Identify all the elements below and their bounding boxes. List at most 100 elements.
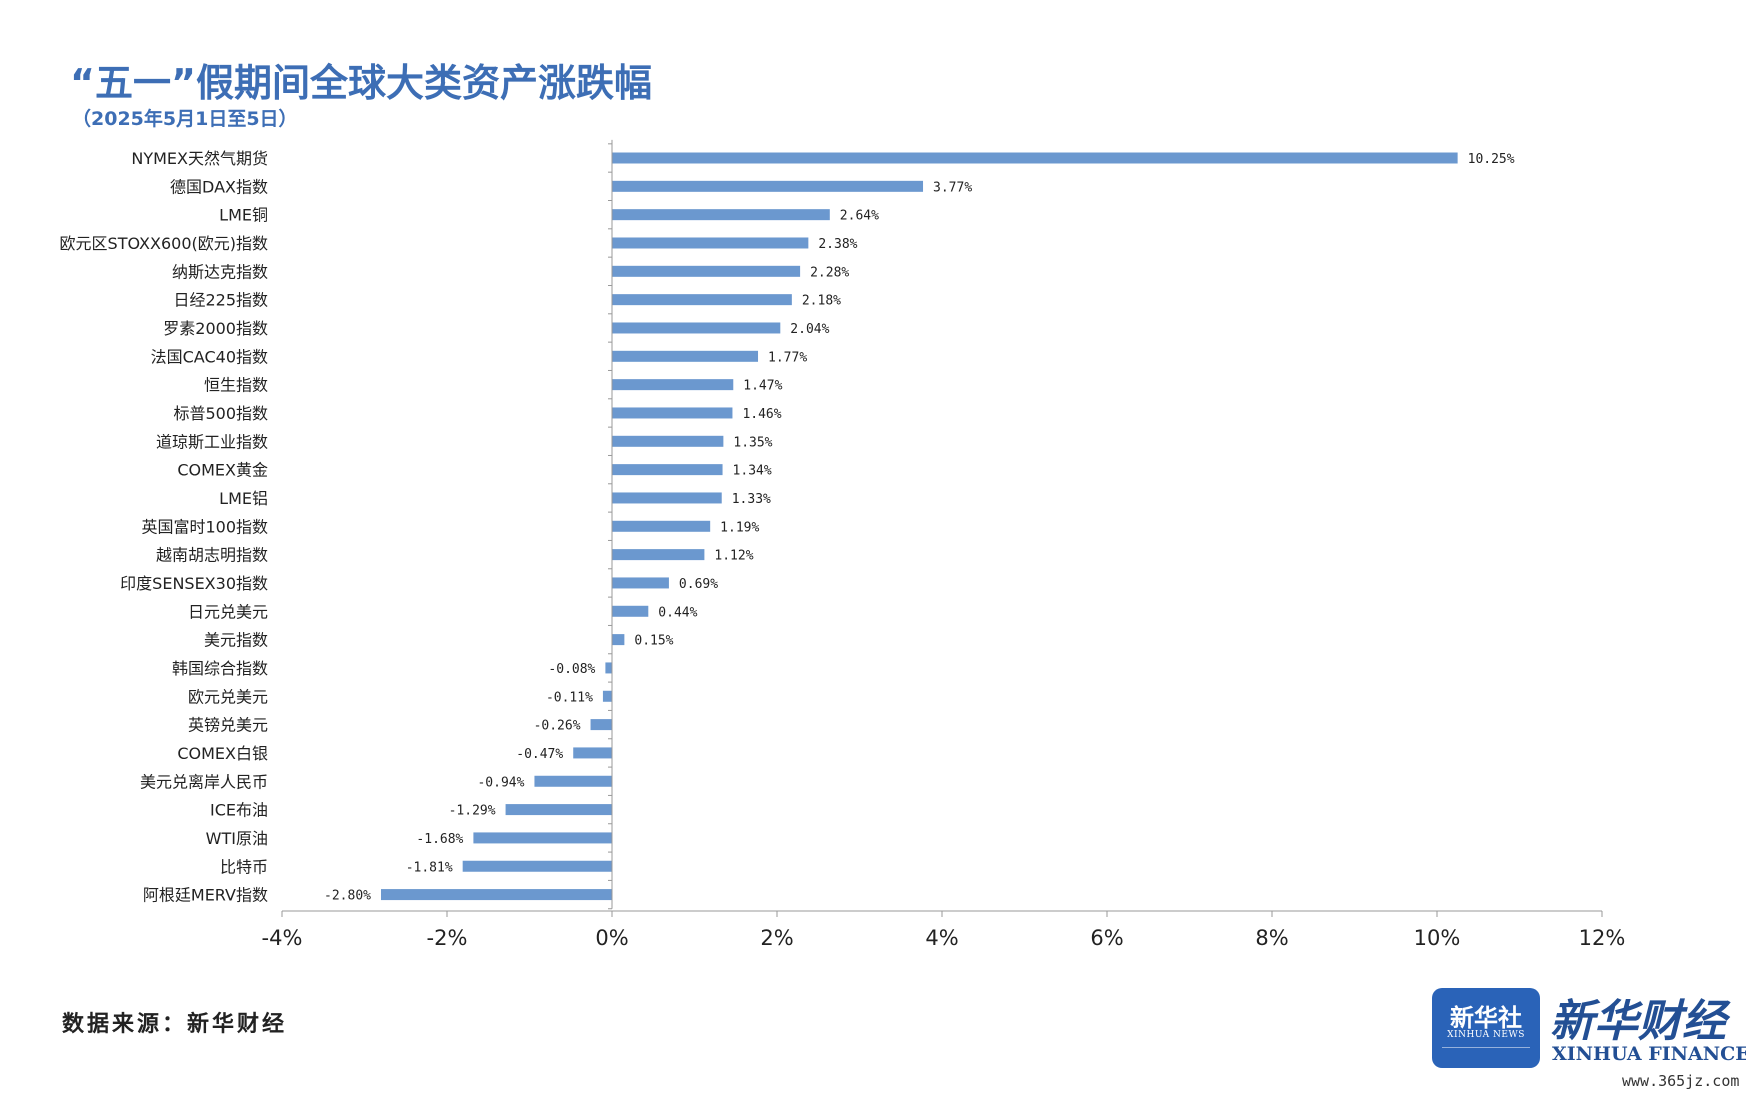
data-label: 1.77% [768, 350, 807, 365]
category-label: LME铝 [219, 489, 268, 508]
brand-name-cn: 新华财经 [1550, 996, 1726, 1047]
category-label: 欧元区STOXX600(欧元)指数 [60, 234, 268, 253]
data-label: -0.94% [477, 775, 524, 790]
bar [612, 605, 649, 617]
category-label: 道琼斯工业指数 [156, 432, 268, 451]
data-label: 2.28% [810, 265, 849, 280]
bar [612, 237, 809, 249]
bar [612, 152, 1458, 164]
category-label: 罗素2000指数 [163, 319, 268, 338]
data-label: -0.08% [548, 662, 595, 677]
bar [612, 209, 830, 221]
data-label: 0.15% [634, 634, 673, 649]
bar [590, 719, 612, 731]
data-label: 10.25% [1468, 152, 1515, 167]
data-label: 2.04% [790, 322, 829, 337]
x-tick-label: 2% [760, 926, 793, 950]
bar-chart: NYMEX天然气期货 10.25% 德国DAX指数 3.77% LME铜 2.64% 欧元区… [60, 139, 1626, 950]
bar [612, 464, 723, 476]
data-label: 2.38% [818, 237, 857, 252]
bar [381, 889, 612, 901]
x-tick-label: -2% [427, 926, 468, 950]
xinhua-news-logo: 新华社 XINHUA NEWS [1432, 988, 1540, 1068]
category-label: ICE布油 [210, 801, 268, 820]
data-label: -1.29% [449, 804, 496, 819]
category-label: 恒生指数 [204, 376, 268, 395]
category-label: 日经225指数 [173, 291, 268, 310]
bar [473, 832, 612, 844]
category-label: 标普500指数 [173, 404, 268, 423]
x-tick-label: 8% [1255, 926, 1288, 950]
category-label: 阿根廷MERV指数 [143, 886, 268, 905]
category-label: 印度SENSEX30指数 [120, 574, 268, 593]
bar [612, 379, 734, 391]
category-label: 欧元兑美元 [188, 687, 268, 706]
category-label: 比特币 [220, 857, 268, 876]
bar [612, 492, 722, 504]
bar [605, 662, 612, 674]
bar [462, 860, 612, 872]
data-label: -2.80% [324, 889, 371, 904]
x-tick-label: 6% [1090, 926, 1123, 950]
data-source: 数据来源：新华财经 [62, 1011, 288, 1037]
globe-net-icon [1442, 1047, 1530, 1062]
category-label: 美元指数 [204, 631, 268, 650]
bar [612, 520, 711, 532]
bar [612, 549, 705, 561]
logo-box-en-text: XINHUA NEWS [1447, 1030, 1525, 1040]
category-label: 德国DAX指数 [170, 177, 268, 196]
chart-subtitle: （2025年5月1日至5日） [72, 108, 298, 130]
category-label: LME铜 [219, 206, 268, 225]
x-tick-label: 0% [595, 926, 628, 950]
data-label: -0.11% [546, 690, 593, 705]
category-label: COMEX白银 [177, 744, 268, 763]
category-label: 英镑兑美元 [188, 716, 268, 735]
bar [505, 804, 612, 816]
category-label: 越南胡志明指数 [156, 546, 268, 565]
category-label: WTI原油 [206, 829, 268, 848]
category-label: 英国富时100指数 [141, 517, 268, 536]
bar [612, 294, 792, 306]
data-label: 2.64% [840, 209, 879, 224]
x-tick-label: 10% [1414, 926, 1461, 950]
data-label: 3.77% [933, 180, 972, 195]
category-label: COMEX黄金 [177, 461, 268, 480]
bar [612, 407, 733, 419]
bar [612, 322, 781, 334]
data-label: 1.19% [720, 520, 759, 535]
data-label: -1.81% [406, 860, 453, 875]
data-label: 1.47% [743, 379, 782, 394]
bar [602, 690, 612, 702]
bar [612, 180, 924, 192]
x-tick-label: 4% [925, 926, 958, 950]
data-label: 2.18% [802, 294, 841, 309]
x-tick-label: 12% [1579, 926, 1626, 950]
bar [612, 634, 625, 646]
data-label: 1.12% [714, 549, 753, 564]
data-label: 1.46% [742, 407, 781, 422]
category-label: 日元兑美元 [188, 602, 268, 621]
data-label: 0.69% [679, 577, 718, 592]
bar [612, 265, 801, 277]
data-label: 0.44% [658, 605, 697, 620]
data-label: -0.26% [534, 719, 581, 734]
bar [534, 775, 612, 787]
data-label: 1.33% [732, 492, 771, 507]
bar [573, 747, 612, 759]
watermark: www.365jz.com [1622, 1072, 1740, 1090]
data-label: -1.68% [416, 832, 463, 847]
bar [612, 577, 669, 589]
category-label: NYMEX天然气期货 [131, 149, 268, 168]
chart-title: “五一”假期间全球大类资产涨跌幅 [70, 61, 652, 105]
brand-name-en: XINHUA FINANCE [1552, 1043, 1746, 1065]
data-label: -0.47% [516, 747, 563, 762]
category-label: 美元兑离岸人民币 [140, 772, 268, 791]
bar [612, 350, 759, 362]
data-label: 1.34% [733, 464, 772, 479]
data-label: 1.35% [733, 435, 772, 450]
category-label: 韩国综合指数 [172, 659, 268, 678]
category-label: 纳斯达克指数 [172, 262, 268, 281]
category-label: 法国CAC40指数 [151, 347, 268, 366]
bar [612, 435, 724, 447]
x-tick-label: -4% [262, 926, 303, 950]
